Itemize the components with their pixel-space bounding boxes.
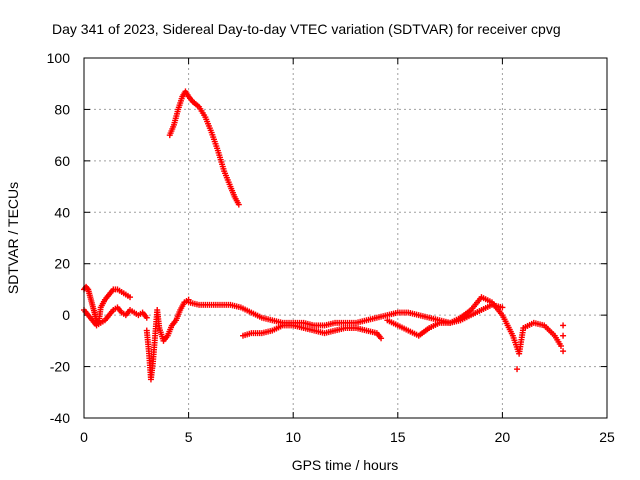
y-tick-label: -20 — [50, 359, 70, 375]
x-axis-ticks: 0 5 10 15 20 25 — [80, 58, 615, 445]
x-tick-label: 15 — [390, 429, 406, 445]
data-point-high-arc — [235, 201, 242, 208]
chart-title: Day 341 of 2023, Sidereal Day-to-day VTE… — [52, 21, 561, 37]
data-point-outliers — [560, 322, 567, 329]
y-axis-label: SDTVAR / TECUs — [5, 182, 21, 294]
plot-frame — [83, 57, 608, 419]
y-tick-label: 80 — [54, 101, 70, 117]
x-tick-label: 10 — [285, 429, 301, 445]
y-tick-label: 60 — [54, 153, 70, 169]
x-tick-label: 0 — [80, 429, 88, 445]
y-tick-label: 100 — [47, 50, 71, 66]
data-point-late-arcs — [378, 335, 385, 342]
data-point-early-track — [127, 294, 134, 301]
y-tick-label: 40 — [54, 204, 70, 220]
x-tick-label: 5 — [185, 429, 193, 445]
x-axis-label: GPS time / hours — [292, 457, 399, 473]
data-point-outliers — [560, 332, 567, 339]
data-points — [81, 88, 567, 383]
data-point-early-track-2 — [143, 314, 150, 321]
data-point-outliers — [514, 366, 521, 373]
data-point-early-track — [84, 285, 91, 292]
x-tick-label: 25 — [599, 429, 615, 445]
y-axis-ticks: -40 -20 0 20 40 60 80 100 — [47, 50, 607, 426]
data-point-outliers — [560, 348, 567, 355]
y-tick-label: 0 — [62, 307, 70, 323]
x-tick-label: 20 — [495, 429, 511, 445]
data-point-late-arcs-2 — [557, 343, 564, 349]
y-tick-label: 20 — [54, 256, 70, 272]
grid — [84, 58, 607, 418]
y-tick-label: -40 — [50, 410, 70, 426]
data-point-main-track — [499, 304, 506, 311]
